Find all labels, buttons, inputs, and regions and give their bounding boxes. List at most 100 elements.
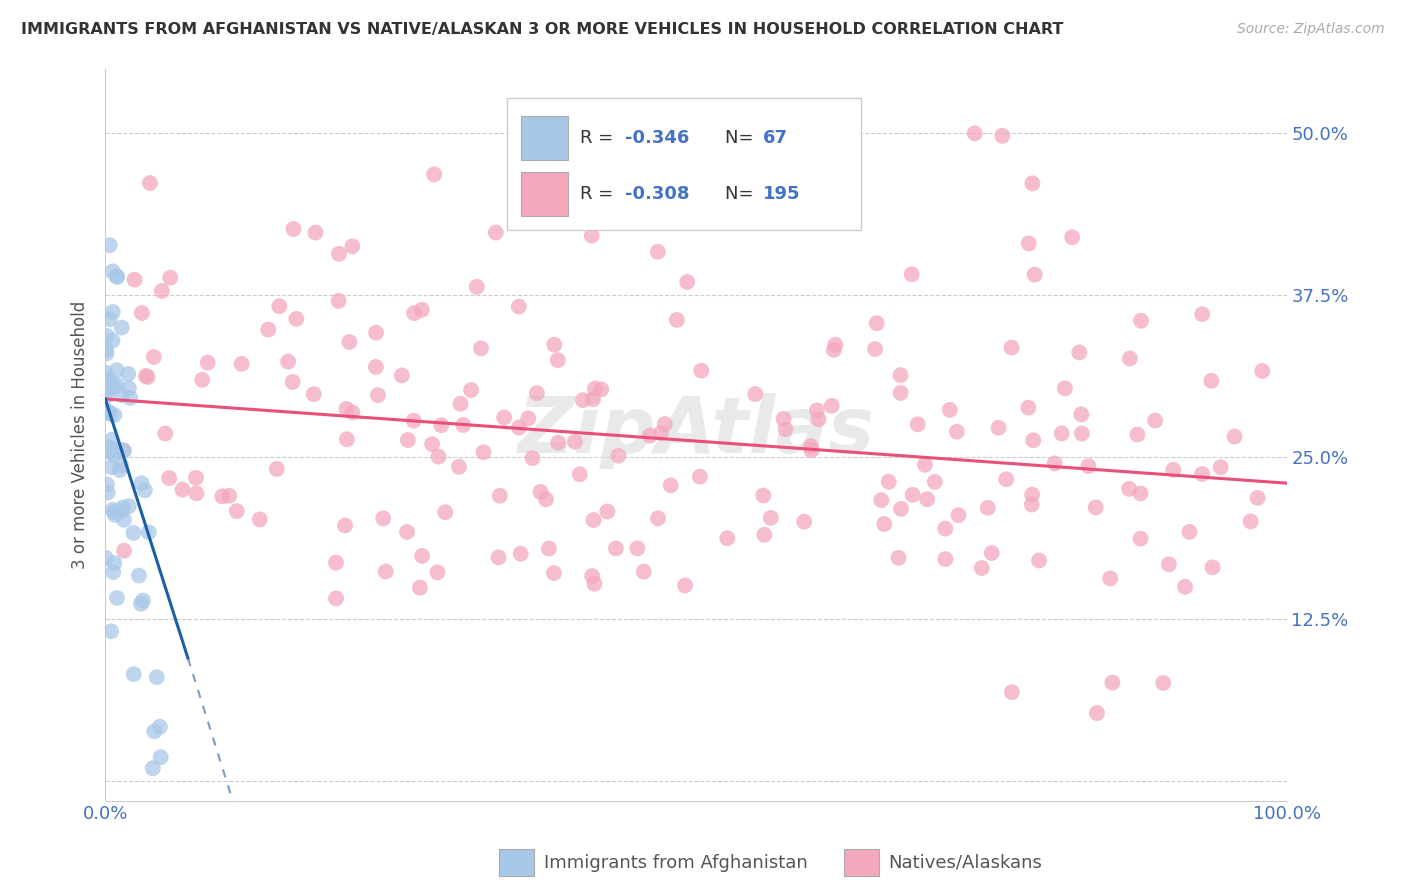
Point [411,302,433,317]
Point [391,368,413,383]
Point [934,552,956,566]
Point [807,412,830,426]
Point [231,357,253,371]
Point [1069,345,1091,359]
Point [335,401,357,416]
Point [96,389,118,403]
Point [517,411,540,425]
Point [793,515,815,529]
Point [1209,460,1232,475]
Point [1017,401,1039,415]
Point [94,366,117,380]
Point [934,522,956,536]
Point [716,531,738,545]
Point [101,305,124,319]
FancyBboxPatch shape [508,98,862,229]
Text: R =: R = [581,186,619,203]
Text: R =: R = [581,129,619,147]
Point [460,383,482,397]
Point [184,471,207,485]
Point [494,410,516,425]
Point [103,408,125,422]
Point [488,489,510,503]
Point [218,489,240,503]
Point [1130,314,1153,328]
Point [120,391,142,405]
Point [1251,364,1274,378]
Point [266,462,288,476]
Point [302,387,325,401]
Point [543,566,565,580]
Point [647,511,669,525]
Point [149,720,172,734]
Point [800,439,823,453]
Point [582,392,605,407]
Point [98,381,121,395]
Point [1070,408,1092,422]
Point [647,244,669,259]
Point [427,450,450,464]
Point [110,458,132,473]
Point [103,505,125,519]
Point [980,546,1002,560]
Point [328,247,350,261]
Point [98,373,121,387]
Point [1050,426,1073,441]
Point [101,264,124,278]
Point [283,222,305,236]
Point [328,293,350,308]
Point [1152,676,1174,690]
Point [948,508,970,523]
Point [98,407,121,421]
Point [139,176,162,190]
Point [364,359,387,374]
Point [547,353,569,368]
Point [1191,307,1213,321]
Point [676,275,699,289]
Point [583,382,606,396]
Point [508,420,530,434]
Point [118,381,141,395]
Point [866,316,889,330]
Point [508,300,530,314]
Point [744,387,766,401]
Point [775,422,797,436]
Point [112,513,135,527]
Point [900,268,922,282]
Point [1028,553,1050,567]
Point [752,488,775,502]
Point [149,750,172,764]
Point [132,593,155,607]
Text: 195: 195 [763,186,801,203]
Point [873,516,896,531]
Point [1085,706,1108,720]
Point [1129,486,1152,500]
Point [673,578,696,592]
Point [1099,571,1122,585]
Point [472,445,495,459]
Point [285,311,308,326]
Point [1062,230,1084,244]
Point [98,440,121,454]
Point [537,541,560,556]
Point [654,417,676,431]
Point [143,724,166,739]
Point [889,368,911,382]
Point [402,414,425,428]
Point [754,528,776,542]
Point [605,541,627,556]
Point [823,343,845,357]
Point [772,412,794,426]
Point [659,478,682,492]
Text: N=: N= [725,129,759,147]
Text: ZipAtlas: ZipAtlas [517,393,875,469]
Text: -0.346: -0.346 [626,129,689,147]
Text: Immigrants from Afghanistan: Immigrants from Afghanistan [544,854,808,871]
Point [337,334,360,349]
Point [1163,463,1185,477]
Point [100,624,122,639]
Point [1246,491,1268,505]
Point [367,388,389,402]
Point [582,513,605,527]
Point [98,238,121,252]
